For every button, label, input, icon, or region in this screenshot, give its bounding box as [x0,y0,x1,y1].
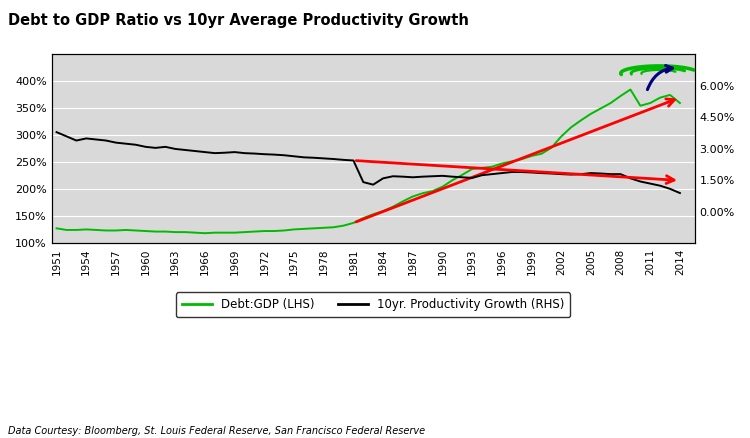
10yr. Productivity Growth (RHS) [448,174,457,179]
Legend: Debt:GDP (LHS), 10yr. Productivity Growth (RHS): Debt:GDP (LHS), 10yr. Productivity Growt… [176,292,570,317]
Debt:GDP (LHS) [369,212,378,217]
10yr. Productivity Growth (RHS) [676,191,685,196]
Debt:GDP (LHS) [52,226,61,231]
Text: Data Courtesy: Bloomberg, St. Louis Federal Reserve, San Francisco Federal Reser: Data Courtesy: Bloomberg, St. Louis Fede… [8,426,424,436]
Line: 10yr. Productivity Growth (RHS): 10yr. Productivity Growth (RHS) [56,132,680,193]
Debt:GDP (LHS) [676,100,685,106]
Debt:GDP (LHS) [320,225,328,230]
10yr. Productivity Growth (RHS) [398,174,407,179]
Debt:GDP (LHS) [626,87,635,92]
10yr. Productivity Growth (RHS) [458,175,466,180]
10yr. Productivity Growth (RHS) [131,142,140,147]
Debt:GDP (LHS) [131,228,140,233]
Debt:GDP (LHS) [468,166,477,172]
10yr. Productivity Growth (RHS) [52,130,61,135]
Debt:GDP (LHS) [408,194,417,199]
10yr. Productivity Growth (RHS) [358,180,368,185]
10yr. Productivity Growth (RHS) [309,155,318,160]
Debt:GDP (LHS) [200,230,209,236]
Text: Debt to GDP Ratio vs 10yr Average Productivity Growth: Debt to GDP Ratio vs 10yr Average Produc… [8,13,468,28]
Line: Debt:GDP (LHS): Debt:GDP (LHS) [56,89,680,233]
Debt:GDP (LHS) [458,172,466,177]
